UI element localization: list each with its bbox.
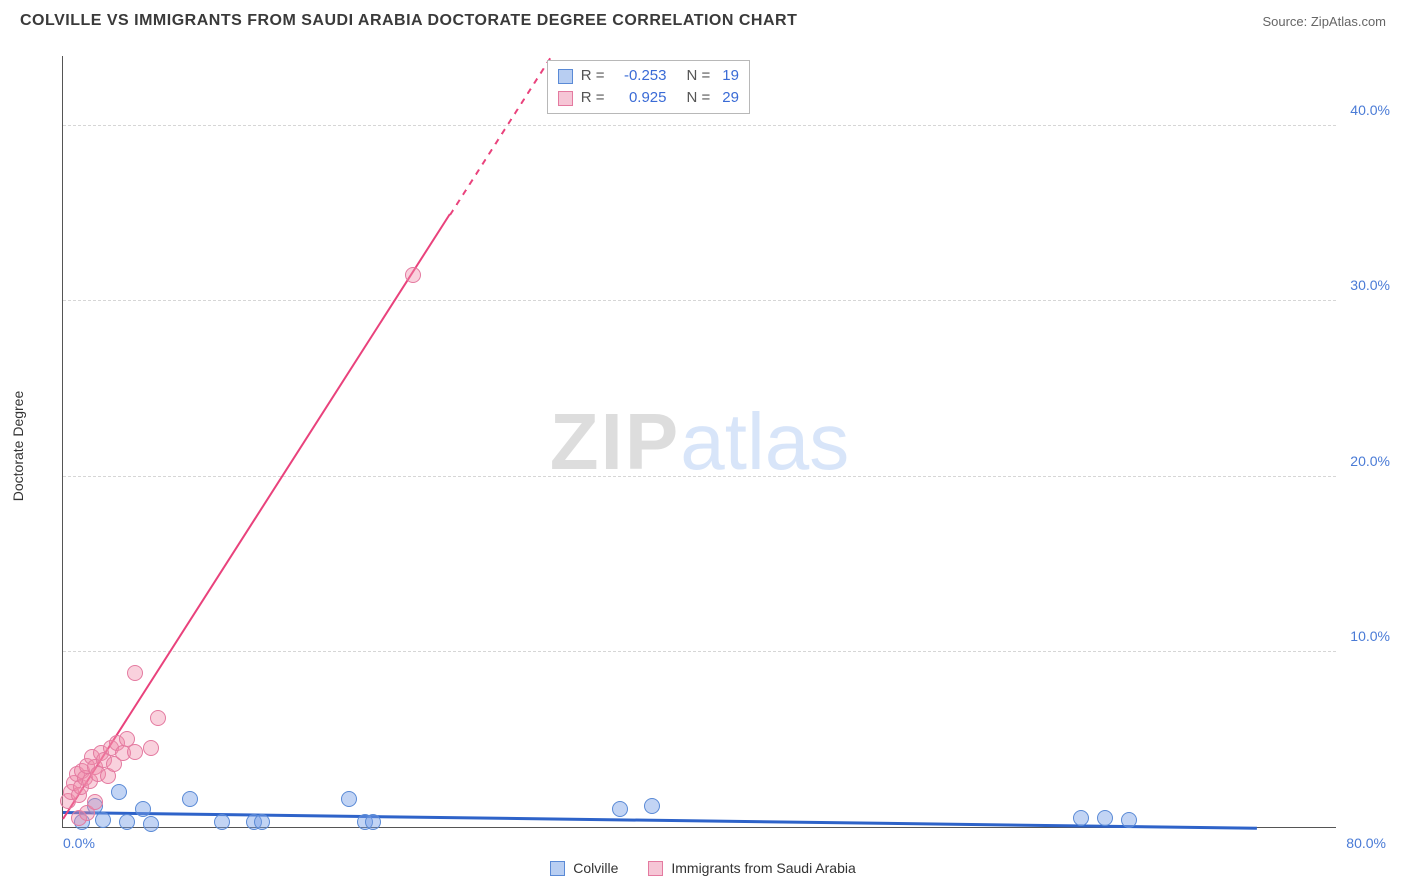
n-label: N =: [687, 65, 711, 87]
legend-swatch-saudi: [648, 861, 663, 876]
data-point-colville: [119, 814, 135, 830]
legend-label-saudi: Immigrants from Saudi Arabia: [671, 860, 855, 876]
r-value-colville: -0.253: [613, 65, 667, 87]
watermark-left: ZIP: [550, 397, 680, 486]
stats-legend: R = -0.253 N = 19 R = 0.925 N = 29: [547, 60, 750, 114]
data-point-colville: [143, 816, 159, 832]
y-tick-label: 10.0%: [1350, 628, 1390, 644]
gridline: [63, 300, 1336, 301]
n-value-colville: 19: [722, 65, 739, 87]
plot-region: ZIPatlas 10.0%20.0%30.0%40.0%0.0%80.0%R …: [62, 56, 1336, 828]
swatch-saudi: [558, 91, 573, 106]
n-value-saudi: 29: [722, 87, 739, 109]
data-point-colville: [214, 814, 230, 830]
data-point-saudi: [127, 665, 143, 681]
data-point-colville: [111, 784, 127, 800]
y-tick-label: 20.0%: [1350, 453, 1390, 469]
legend-item-colville: Colville: [550, 860, 618, 876]
bottom-legend: Colville Immigrants from Saudi Arabia: [0, 860, 1406, 876]
data-point-colville: [182, 791, 198, 807]
data-point-colville: [644, 798, 660, 814]
r-label: R =: [581, 65, 605, 87]
legend-label-colville: Colville: [573, 860, 618, 876]
trend-line-dash-saudi: [449, 56, 552, 215]
data-point-saudi: [143, 740, 159, 756]
r-value-saudi: 0.925: [613, 87, 667, 109]
y-axis-label: Doctorate Degree: [10, 391, 26, 502]
watermark: ZIPatlas: [550, 396, 849, 488]
legend-item-saudi: Immigrants from Saudi Arabia: [648, 860, 855, 876]
x-tick-label: 80.0%: [1346, 835, 1386, 851]
data-point-colville: [341, 791, 357, 807]
data-point-colville: [1073, 810, 1089, 826]
stats-row-saudi: R = 0.925 N = 29: [558, 87, 739, 109]
watermark-right: atlas: [680, 397, 849, 486]
chart-title: COLVILLE VS IMMIGRANTS FROM SAUDI ARABIA…: [20, 12, 797, 30]
data-point-saudi: [405, 267, 421, 283]
n-label: N =: [687, 87, 711, 109]
x-tick-label: 0.0%: [63, 835, 95, 851]
r-label: R =: [581, 87, 605, 109]
data-point-colville: [612, 801, 628, 817]
y-tick-label: 40.0%: [1350, 102, 1390, 118]
gridline: [63, 125, 1336, 126]
swatch-colville: [558, 69, 573, 84]
legend-swatch-colville: [550, 861, 565, 876]
data-point-colville: [1097, 810, 1113, 826]
data-point-saudi: [127, 744, 143, 760]
data-point-colville: [254, 814, 270, 830]
data-point-saudi: [150, 710, 166, 726]
stats-row-colville: R = -0.253 N = 19: [558, 65, 739, 87]
data-point-colville: [95, 812, 111, 828]
data-point-colville: [1121, 812, 1137, 828]
data-point-colville: [365, 814, 381, 830]
data-point-saudi: [87, 794, 103, 810]
gridline: [63, 651, 1336, 652]
chart-area: ZIPatlas 10.0%20.0%30.0%40.0%0.0%80.0%R …: [50, 48, 1396, 840]
source-label: Source: ZipAtlas.com: [1262, 14, 1386, 29]
gridline: [63, 476, 1336, 477]
trend-line-saudi: [62, 214, 450, 820]
y-tick-label: 30.0%: [1350, 277, 1390, 293]
